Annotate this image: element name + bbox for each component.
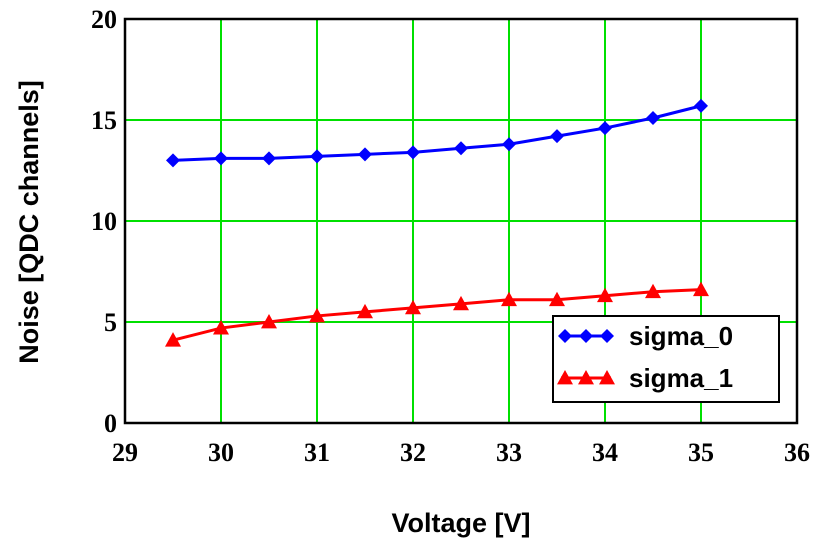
data-point: [549, 291, 565, 307]
y-tick-label: 20: [91, 5, 117, 34]
data-point: [309, 307, 325, 323]
x-tick-label: 32: [400, 438, 426, 467]
data-point: [598, 121, 612, 136]
data-point: [454, 141, 468, 156]
plot-frame: [123, 17, 799, 425]
data-point: [405, 299, 421, 315]
data-point: [214, 151, 228, 166]
x-tick-label: 30: [208, 438, 234, 467]
data-point: [550, 129, 564, 144]
data-point: [694, 98, 708, 113]
data-point: [357, 303, 373, 319]
legend-item: sigma_1: [557, 363, 733, 393]
data-point: [693, 281, 709, 297]
series-lines: [165, 98, 709, 347]
data-point: [310, 149, 324, 164]
legend-marker: [558, 329, 572, 343]
x-tick-label: 29: [112, 438, 138, 467]
x-tick-label: 34: [592, 438, 618, 467]
y-tick-label: 0: [104, 409, 117, 438]
legend-label: sigma_1: [629, 363, 733, 393]
data-point: [645, 283, 661, 299]
x-tick-labels: 29 30 31 32 33 34 35 36: [112, 438, 810, 467]
x-tick-label: 36: [784, 438, 810, 467]
y-axis-title: Noise [QDC channels]: [14, 80, 44, 364]
x-axis-title: Voltage [V]: [391, 508, 530, 538]
data-point: [597, 287, 613, 303]
data-point: [453, 295, 469, 311]
y-tick-label: 5: [104, 308, 117, 337]
data-point: [358, 147, 372, 162]
data-point: [646, 110, 660, 125]
y-tick-label: 15: [91, 106, 117, 135]
data-point: [502, 137, 516, 152]
data-point: [261, 314, 277, 329]
legend-box: [552, 315, 780, 403]
x-tick-label: 31: [304, 438, 330, 467]
data-point: [213, 320, 229, 335]
legend-label: sigma_0: [629, 321, 733, 351]
legend: sigma_0 sigma_1: [552, 315, 780, 403]
legend-marker: [599, 370, 615, 385]
data-point: [501, 291, 517, 307]
legend-marker: [579, 329, 593, 343]
data-point: [406, 145, 420, 160]
x-tick-label: 33: [496, 438, 522, 467]
series-line: [172, 104, 702, 162]
data-point: [165, 332, 181, 347]
data-point: [262, 151, 276, 166]
x-tick-label: 35: [688, 438, 714, 467]
data-point: [166, 153, 180, 168]
legend-marker: [600, 329, 614, 343]
series-line: [172, 288, 702, 342]
legend-marker: [557, 370, 573, 385]
legend-marker: [578, 370, 594, 385]
legend-item: sigma_0: [558, 321, 733, 351]
y-tick-labels: 0 5 10 15 20: [91, 5, 117, 438]
series-sigma_0: [166, 98, 708, 168]
y-tick-label: 10: [91, 207, 117, 236]
series-sigma_1: [165, 281, 709, 347]
